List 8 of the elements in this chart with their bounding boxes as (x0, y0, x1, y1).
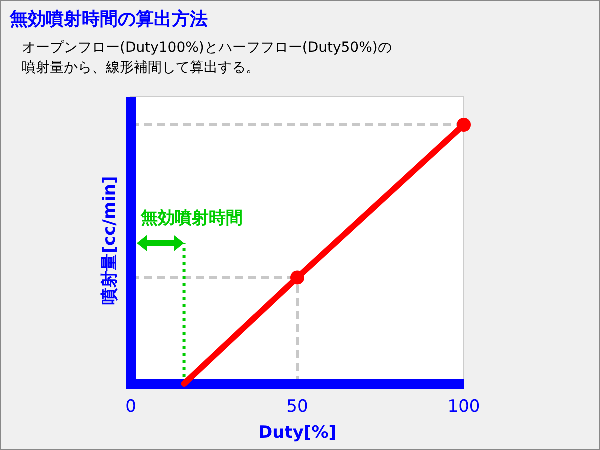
x-tick-label: 100 (448, 397, 480, 417)
x-tick-label: 0 (126, 397, 136, 417)
x-axis-title: Duty[%] (258, 423, 336, 443)
y-axis-title: 噴射量[cc/min] (100, 176, 120, 305)
ref-line-label: 無効噴射時間 (140, 208, 243, 228)
chart-subtitle: オープンフロー(Duty100%)とハーフフロー(Duty50%)の噴射量から、線形補間して算出する。 (22, 40, 392, 76)
chart-title: 無効噴射時間の算出方法 (9, 9, 208, 30)
x-tick-label: 50 (286, 397, 308, 417)
